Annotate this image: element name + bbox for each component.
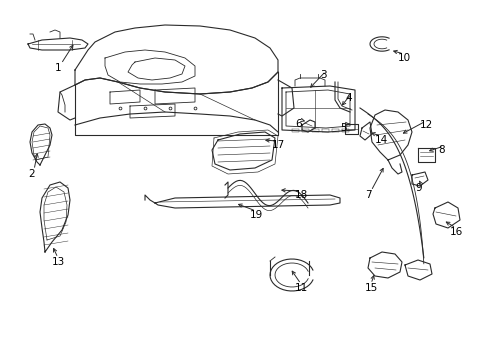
Text: 16: 16	[450, 227, 463, 237]
Text: 14: 14	[375, 135, 388, 145]
Text: 10: 10	[398, 53, 411, 63]
Text: 12: 12	[420, 120, 433, 130]
Text: 1: 1	[55, 63, 62, 73]
Text: 19: 19	[250, 210, 263, 220]
Text: 17: 17	[272, 140, 285, 150]
Text: 15: 15	[365, 283, 378, 293]
Text: 7: 7	[365, 190, 371, 200]
Text: 3: 3	[320, 70, 327, 80]
Text: 9: 9	[415, 183, 421, 193]
Text: 6: 6	[295, 119, 302, 129]
Text: 11: 11	[295, 283, 308, 293]
Text: 4: 4	[345, 93, 352, 103]
Text: 13: 13	[52, 257, 65, 267]
Text: 5: 5	[340, 123, 346, 133]
Text: 18: 18	[295, 190, 308, 200]
Text: 8: 8	[438, 145, 444, 155]
Text: 2: 2	[28, 169, 35, 179]
